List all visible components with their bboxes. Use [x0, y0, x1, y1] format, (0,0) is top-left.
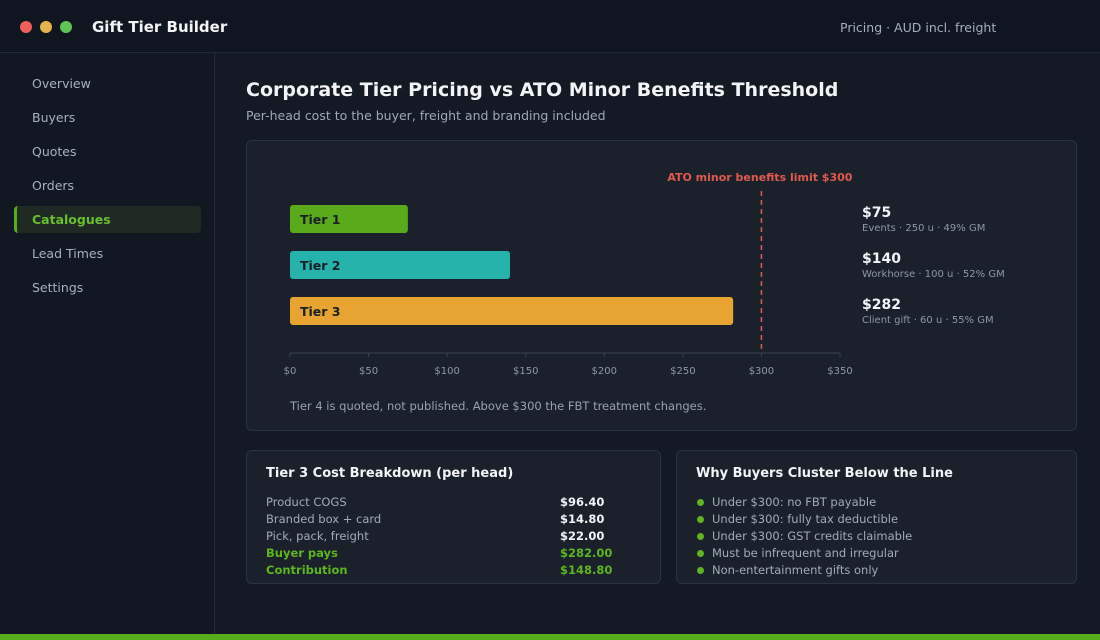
breakdown-buyer-pays-value: $282.00 — [560, 546, 613, 560]
close-window-button[interactable] — [20, 21, 32, 33]
x-tick-label: $100 — [434, 366, 459, 377]
reason-item: Must be infrequent and irregular — [712, 546, 899, 560]
breakdown-row-value: $22.00 — [560, 529, 605, 543]
bar-tier-2 — [290, 251, 510, 279]
x-tick-label: $150 — [513, 366, 538, 377]
bullet-icon — [697, 533, 704, 540]
page-title: Corporate Tier Pricing vs ATO Minor Bene… — [246, 79, 839, 101]
bottom-accent-bar — [0, 634, 1100, 640]
x-tick-label: $50 — [359, 366, 378, 377]
bullet-icon — [697, 567, 704, 574]
tier-3-value: $282 — [862, 297, 901, 313]
bar-label: Tier 3 — [300, 304, 341, 319]
app-title: Gift Tier Builder — [92, 18, 228, 36]
bullet-icon — [697, 516, 704, 523]
header-meta: Pricing · AUD incl. freight — [840, 20, 997, 35]
breakdown-row-label: Branded box + card — [266, 512, 382, 526]
x-tick-label: $300 — [749, 366, 774, 377]
cost-breakdown-card: Tier 3 Cost Breakdown (per head) Product… — [246, 450, 661, 584]
reasons-title: Why Buyers Cluster Below the Line — [696, 466, 953, 481]
bullet-icon — [697, 499, 704, 506]
bar-tier-3 — [290, 297, 734, 325]
reason-item: Under $300: no FBT payable — [712, 495, 877, 509]
breakdown-contribution-label: Contribution — [266, 563, 348, 577]
sidebar-item-buyers[interactable]: Buyers — [32, 110, 76, 125]
sidebar-item-quotes[interactable]: Quotes — [32, 144, 77, 159]
threshold-label: ATO minor benefits limit $300 — [667, 171, 852, 184]
breakdown-row-value: $96.40 — [560, 495, 605, 509]
page-subtitle: Per-head cost to the buyer, freight and … — [246, 108, 606, 123]
breakdown-row-value: $14.80 — [560, 512, 605, 526]
reason-item: Non-entertainment gifts only — [712, 563, 879, 577]
tier-1-details: Events · 250 u · 49% GM — [862, 223, 986, 234]
breakdown-row-label: Pick, pack, freight — [266, 529, 369, 543]
bar-label: Tier 2 — [300, 258, 341, 273]
reason-item: Under $300: GST credits claimable — [712, 529, 913, 543]
sidebar: Overview Buyers Quotes Orders Catalogues… — [0, 53, 215, 640]
x-tick-label: $200 — [592, 366, 617, 377]
x-tick-label: $250 — [670, 366, 695, 377]
tier-2-details: Workhorse · 100 u · 52% GM — [862, 269, 1005, 280]
sidebar-item-lead-times[interactable]: Lead Times — [32, 246, 104, 261]
maximize-window-button[interactable] — [60, 21, 72, 33]
breakdown-row-label: Product COGS — [266, 495, 347, 509]
title-bar: Gift Tier Builder Pricing · AUD incl. fr… — [0, 0, 1100, 53]
bar-tier-1 — [290, 205, 408, 233]
x-tick-label: $0 — [284, 366, 297, 377]
chart-panel: $0 $50 $100 $150 $200 $250 $300 $350 Tier 1 Tier … — [246, 140, 1077, 431]
breakdown-buyer-pays-label: Buyer pays — [266, 546, 338, 560]
sidebar-item-settings[interactable]: Settings — [32, 280, 84, 295]
reasons-card: Why Buyers Cluster Below the Line Under … — [676, 450, 1077, 584]
sidebar-item-catalogues[interactable]: Catalogues — [14, 206, 201, 233]
tier-1-value: $75 — [862, 205, 892, 221]
tier-3-details: Client gift · 60 u · 55% GM — [862, 315, 994, 326]
sidebar-item-overview[interactable]: Overview — [32, 76, 91, 91]
tier-2-value: $140 — [862, 251, 901, 267]
bar-label: Tier 1 — [300, 212, 341, 227]
minimize-window-button[interactable] — [40, 21, 52, 33]
x-tick-label: $350 — [827, 366, 852, 377]
bullet-icon — [697, 550, 704, 557]
tier-pricing-chart: $0 $50 $100 $150 $200 $250 $300 $350 Tier 1 Tier … — [284, 171, 853, 377]
chart-note: Tier 4 is quoted, not published. Above $… — [290, 399, 707, 413]
breakdown-contribution-value: $148.80 — [560, 563, 613, 577]
sidebar-item-orders[interactable]: Orders — [32, 178, 75, 193]
reason-item: Under $300: fully tax deductible — [712, 512, 899, 526]
cost-breakdown-title: Tier 3 Cost Breakdown (per head) — [266, 466, 514, 481]
